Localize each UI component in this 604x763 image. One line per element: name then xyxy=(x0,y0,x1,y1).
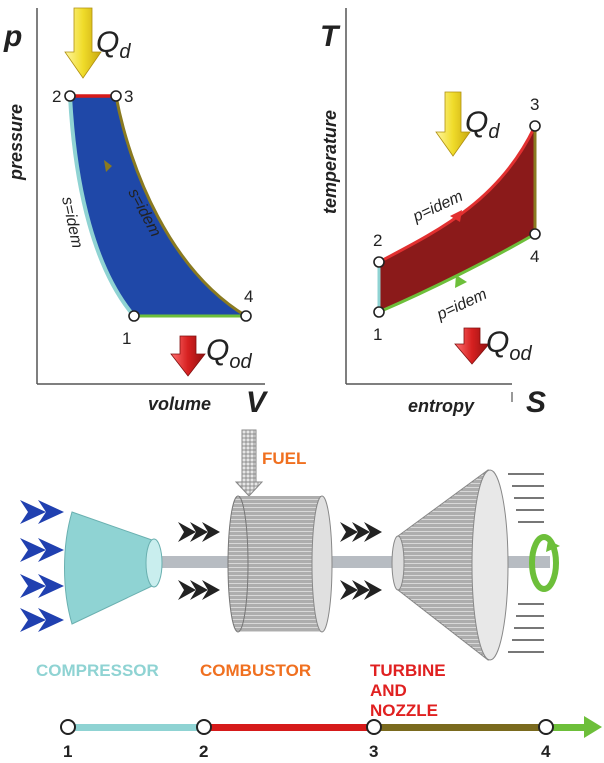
ts-heat-rejection-curve xyxy=(378,232,536,314)
ts-heat-in-arrow xyxy=(435,91,471,157)
ts-x-axis-label: entropy xyxy=(408,396,475,416)
ts-point-label-4: 4 xyxy=(530,247,539,266)
ts-x-axis-letter: S xyxy=(526,386,546,419)
intake-arrows xyxy=(20,500,64,632)
ts-y-axis-letter: T xyxy=(320,20,341,53)
pv-y-axis-label: pressure xyxy=(6,104,26,181)
exhaust-arrowhead xyxy=(584,716,602,738)
combustor-label: COMBUSTOR xyxy=(200,661,311,680)
station-label-2: 2 xyxy=(199,742,208,761)
station-segment-exhaust xyxy=(546,724,586,731)
station-label-3: 3 xyxy=(369,742,378,761)
ts-point-1 xyxy=(373,306,385,318)
station-segment-compression xyxy=(68,724,204,731)
fuel-inlet-arrow xyxy=(234,429,264,497)
station-point-2 xyxy=(196,719,212,735)
ts-diagram: T temperature entropy S Qd p=idem p=idem… xyxy=(320,8,546,419)
station-point-4 xyxy=(538,719,554,735)
pv-y-axis-letter: p xyxy=(3,20,22,53)
engine-schematic: FUEL xyxy=(20,429,560,720)
pv-heat-out-arrow xyxy=(170,335,206,377)
combustor-outlet-chevrons xyxy=(340,522,382,600)
ts-curve-label-bottom: p=idem xyxy=(434,286,490,324)
exhaust-streaks xyxy=(508,473,544,653)
pv-expansion-arrow xyxy=(104,160,112,172)
pv-point-label-4: 4 xyxy=(244,287,253,306)
pv-point-4 xyxy=(240,310,252,322)
station-label-1: 1 xyxy=(63,742,72,761)
pv-cycle-area xyxy=(70,96,246,316)
turbine-nozzle xyxy=(391,469,509,662)
pv-point-label-1: 1 xyxy=(122,329,131,348)
pv-x-axis-letter: V xyxy=(246,386,269,419)
station-segment-expansion xyxy=(374,724,546,731)
pv-compression-curve xyxy=(68,95,136,318)
compressor-label: COMPRESSOR xyxy=(36,661,159,680)
station-line: 1 2 3 4 xyxy=(60,716,602,761)
ts-point-label-1: 1 xyxy=(373,325,382,344)
pv-curve-label-left: s=idem xyxy=(58,195,85,249)
pv-expansion-curve xyxy=(114,95,247,318)
ts-point-label-3: 3 xyxy=(530,95,539,114)
pv-heat-in-arrow xyxy=(64,7,102,79)
pv-point-label-2: 2 xyxy=(52,87,61,106)
turbine-label-line2: AND xyxy=(370,681,407,700)
ts-heat-addition-curve xyxy=(378,125,537,264)
ts-heat-out-arrow xyxy=(454,327,490,365)
rotation-ring-icon xyxy=(529,534,560,592)
ts-point-2 xyxy=(373,256,385,268)
fuel-label: FUEL xyxy=(262,449,306,468)
turbine-label-line1: TURBINE xyxy=(370,661,446,680)
pv-heat-in-label: Qd xyxy=(96,26,131,63)
ts-point-3 xyxy=(529,120,541,132)
pv-diagram: p pressure volume V Qd s=idem s=idem 2 3… xyxy=(3,7,269,419)
station-segment-combustion xyxy=(204,724,374,731)
station-point-1 xyxy=(60,719,76,735)
ts-top-arrow xyxy=(450,210,462,222)
ts-bottom-arrow xyxy=(455,275,467,288)
ts-heat-out-label: Qod xyxy=(486,326,532,365)
compressor-outlet-chevrons xyxy=(178,522,220,600)
compressor xyxy=(64,511,163,625)
pv-x-axis-label: volume xyxy=(148,394,211,414)
ts-y-axis-label: temperature xyxy=(320,110,340,214)
ts-heat-in-label: Qd xyxy=(465,106,500,143)
station-point-3 xyxy=(366,719,382,735)
station-label-4: 4 xyxy=(541,742,551,761)
turbine-label-line3: NOZZLE xyxy=(370,701,438,720)
ts-point-4 xyxy=(529,228,541,240)
ts-point-label-2: 2 xyxy=(373,231,382,250)
pv-point-3 xyxy=(110,90,122,102)
pv-point-label-3: 3 xyxy=(124,87,133,106)
pv-point-2 xyxy=(64,90,76,102)
pv-heat-out-label: Qod xyxy=(206,334,252,373)
pv-point-1 xyxy=(128,310,140,322)
combustor xyxy=(227,495,333,633)
